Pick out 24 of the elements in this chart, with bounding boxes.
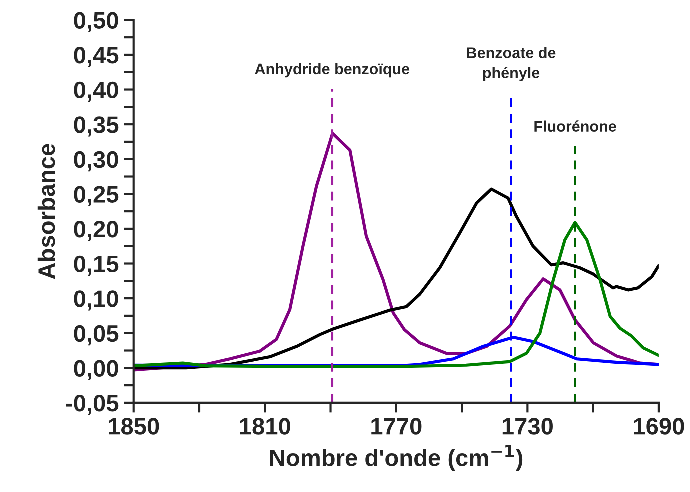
line-series bbox=[134, 221, 659, 368]
ref-line-label: Fluorénone bbox=[534, 120, 616, 132]
x-tick-label: 1690 bbox=[634, 418, 684, 435]
y-tick-label: 0,10 bbox=[74, 290, 118, 311]
y-tick-label: 0,05 bbox=[74, 325, 119, 346]
ref-line-label: Anhydride benzoïque bbox=[255, 63, 410, 78]
y-tick-label: 0,00 bbox=[74, 360, 118, 380]
y-tick-label: 0,25 bbox=[74, 186, 119, 206]
line-series bbox=[134, 188, 659, 370]
x-tick-label: 1810 bbox=[240, 418, 290, 435]
x-tick-label: 1730 bbox=[502, 418, 553, 435]
ref-line-label: Benzoate de phényle bbox=[467, 47, 556, 82]
y-tick-label: 0,15 bbox=[74, 256, 119, 276]
x-tick-label: 1770 bbox=[372, 418, 422, 435]
x-axis-title: Nombre d'onde (cm$^{−1}$) bbox=[270, 445, 523, 472]
y-tick-label: 0,40 bbox=[74, 82, 118, 102]
y-tick-label: 0,35 bbox=[74, 116, 119, 137]
y-tick-label: 0,45 bbox=[74, 47, 119, 68]
y-tick-label: 0,50 bbox=[74, 12, 118, 32]
x-tick-label: 1850 bbox=[109, 418, 160, 435]
y-tick-label: 0,20 bbox=[74, 221, 118, 242]
y-axis-title: Absorbance bbox=[38, 144, 56, 280]
y-tick-label: 0,30 bbox=[74, 151, 118, 172]
y-tick-label: -0,05 bbox=[66, 395, 119, 416]
